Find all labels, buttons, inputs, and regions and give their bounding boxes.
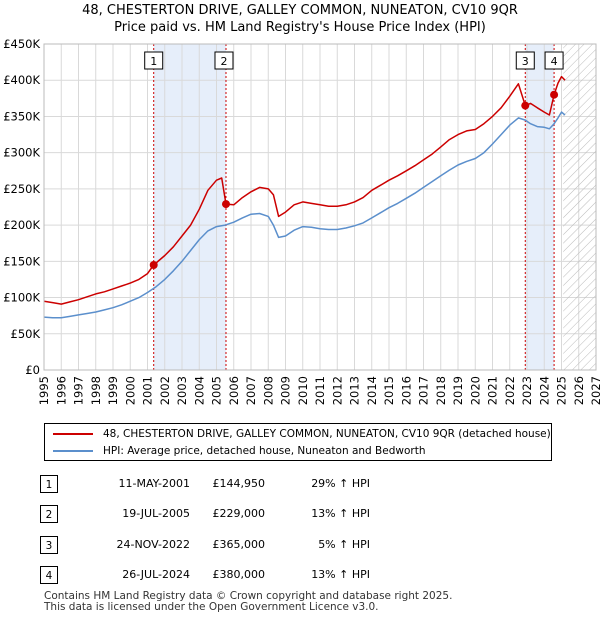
future-hatch [563, 44, 596, 370]
footer-copyright: Contains HM Land Registry data © Crown c… [44, 590, 453, 602]
x-tick-label: 2011 [313, 376, 327, 405]
shaded-period [153, 44, 226, 370]
sale-row: 3 24-NOV-2022 £365,000 5% ↑ HPI [0, 536, 600, 560]
sale-number-badge: 1 [40, 475, 58, 493]
x-tick-label: 1999 [106, 376, 120, 405]
chart-title: 48, CHESTERTON DRIVE, GALLEY COMMON, NUN… [82, 3, 518, 18]
y-tick-label: £400K [3, 73, 40, 87]
sale-price: £380,000 [212, 568, 266, 581]
y-tick-label: £0 [25, 363, 40, 377]
y-tick-label: £100K [3, 291, 40, 305]
x-tick-label: 2004 [192, 376, 206, 405]
x-tick-label: 2012 [330, 376, 344, 405]
y-tick-label: £300K [3, 146, 40, 160]
sale-date: 26-JUL-2024 [122, 568, 190, 581]
price-chart: 1 2 3 4 £0 £50K £100K £150K £200K £250K £300K £350… [3, 37, 600, 405]
y-tick-label: £50K [11, 327, 41, 341]
sale-number-badge: 2 [40, 505, 58, 523]
sale-marker [521, 101, 530, 110]
sale-number-badge: 4 [40, 566, 58, 584]
sale-hpi-diff: 13% ↑ HPI [311, 507, 370, 520]
sale-date: 24-NOV-2022 [116, 538, 190, 551]
x-tick-label: 2021 [486, 376, 500, 405]
legend-hpi: HPI: Average price, detached house, Nune… [53, 443, 425, 459]
x-tick-label: 1998 [89, 376, 103, 405]
future-hatch-area [563, 44, 596, 370]
x-tick-label: 2005 [210, 376, 224, 405]
sale-price: £144,950 [212, 477, 266, 490]
shaded-periods [153, 44, 555, 370]
sale-price: £229,000 [212, 507, 266, 520]
x-tick-label: 2008 [261, 376, 275, 405]
sale-date: 11-MAY-2001 [118, 477, 190, 490]
x-tick-label: 2006 [227, 376, 241, 405]
x-tick-label: 2025 [555, 376, 569, 405]
sale-marker [550, 90, 559, 99]
footer-licence: This data is licensed under the Open Gov… [44, 601, 379, 613]
legend: 48, CHESTERTON DRIVE, GALLEY COMMON, NUN… [44, 423, 552, 461]
sale-marker [149, 260, 158, 269]
sale-hpi-diff: 5% ↑ HPI [318, 538, 370, 551]
sale-markers: 1 2 3 4 [144, 51, 564, 269]
x-tick-label: 2019 [451, 376, 465, 405]
y-tick-label: £350K [3, 109, 40, 123]
sale-label-box [515, 51, 535, 70]
sale-row: 1 11-MAY-2001 £144,950 29% ↑ HPI [0, 475, 600, 499]
x-tick-label: 2003 [175, 376, 189, 405]
series-lines [43, 75, 566, 319]
x-tick-label: 2013 [348, 376, 362, 405]
sale-hpi-diff: 29% ↑ HPI [311, 477, 370, 490]
x-tick-label: 2022 [503, 376, 517, 405]
x-tick-label: 2007 [244, 376, 258, 405]
x-tick-label: 2009 [279, 376, 293, 405]
plot-frame [43, 43, 597, 371]
x-tick-label: 2026 [572, 376, 586, 405]
y-tick-label: £150K [3, 254, 40, 268]
x-tick-label: 1996 [54, 376, 68, 405]
sale-marker [221, 200, 230, 209]
property-line [43, 75, 566, 305]
sale-row: 4 26-JUL-2024 £380,000 13% ↑ HPI [0, 566, 600, 590]
x-tick-label: 2023 [520, 376, 534, 405]
legend-property-label: 48, CHESTERTON DRIVE, GALLEY COMMON, NUN… [103, 428, 551, 440]
y-tick-label: £200K [3, 218, 40, 232]
y-tick-label: £450K [3, 37, 40, 51]
sale-row: 2 19-JUL-2005 £229,000 13% ↑ HPI [0, 505, 600, 529]
sale-label-box [214, 51, 234, 70]
sale-number-badge: 3 [40, 536, 58, 554]
x-tick-label: 2027 [589, 376, 600, 405]
y-tick-label: £250K [3, 182, 40, 196]
sale-label-box [544, 51, 564, 70]
chart-subtitle: Price paid vs. HM Land Registry's House … [114, 20, 486, 35]
x-tick-label: 2014 [365, 376, 379, 405]
hpi-line [43, 111, 566, 319]
sale-label-box [144, 51, 164, 70]
legend-hpi-label: HPI: Average price, detached house, Nune… [103, 445, 426, 457]
x-tick-label: 2015 [382, 376, 396, 405]
sale-hpi-diff: 13% ↑ HPI [311, 568, 370, 581]
legend-property: 48, CHESTERTON DRIVE, GALLEY COMMON, NUN… [53, 426, 551, 442]
gridlines [43, 43, 597, 371]
x-tick-label: 2020 [468, 376, 482, 405]
sale-label: 4 [551, 55, 558, 68]
x-tick-label: 2017 [417, 376, 431, 405]
sale-label: 1 [150, 55, 157, 68]
x-tick-label: 2000 [123, 376, 137, 405]
shaded-period [525, 44, 555, 370]
x-tick-label: 2010 [296, 376, 310, 405]
legend-hpi-swatch [53, 450, 93, 452]
x-tick-label: 2001 [141, 376, 155, 405]
x-tick-label: 1997 [72, 376, 86, 405]
sale-price: £365,000 [212, 538, 266, 551]
x-tick-label: 2024 [537, 376, 551, 405]
legend-property-swatch [53, 433, 93, 435]
x-tick-label: 1995 [37, 376, 51, 405]
x-tick-label: 2018 [434, 376, 448, 405]
sale-label: 3 [522, 55, 529, 68]
sale-label: 2 [220, 55, 227, 68]
sale-date: 19-JUL-2005 [122, 507, 190, 520]
axes: £0 £50K £100K £150K £200K £250K £300K £350K £400… [3, 37, 600, 405]
x-tick-label: 2002 [158, 376, 172, 405]
x-tick-label: 2016 [399, 376, 413, 405]
